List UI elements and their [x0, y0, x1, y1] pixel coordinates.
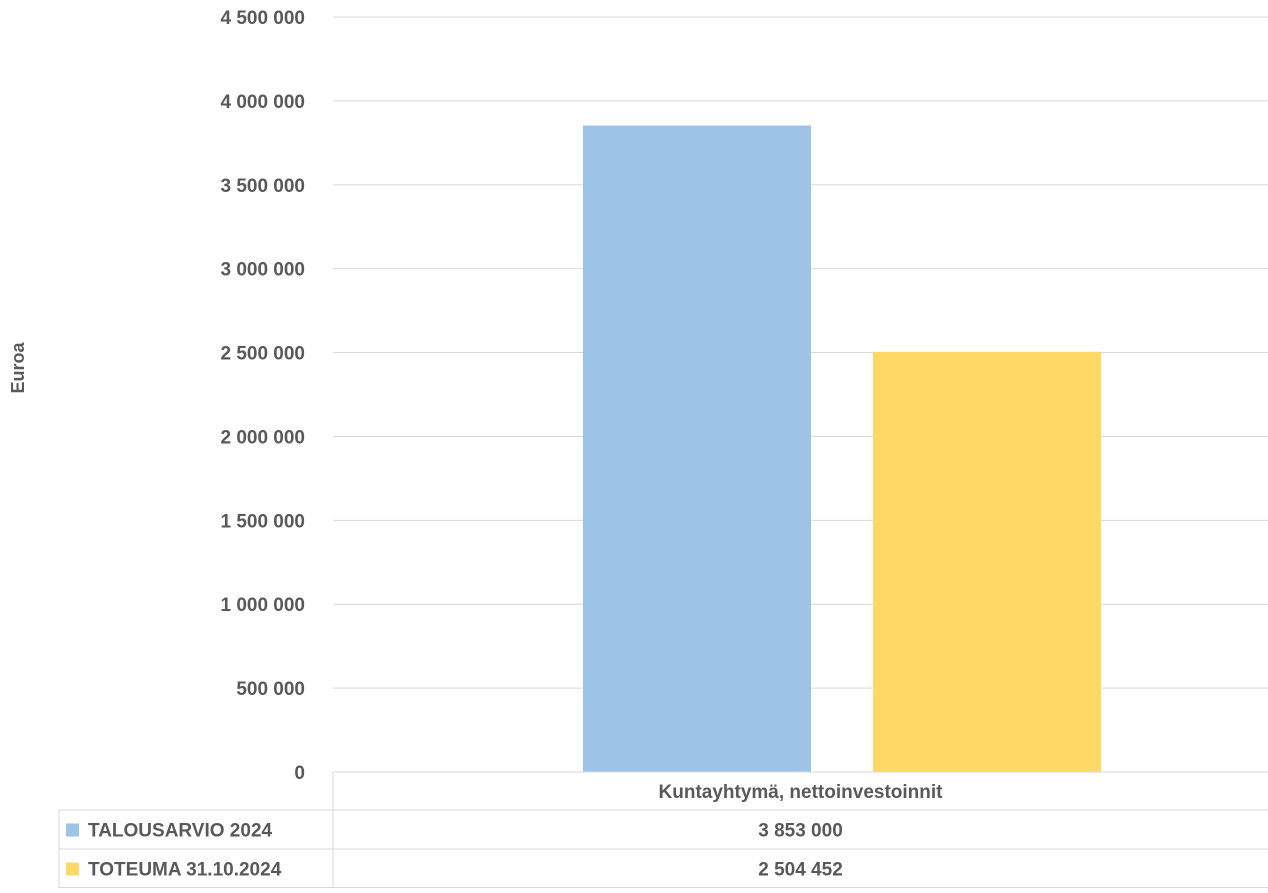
y-tick-label: 3 000 000	[220, 260, 305, 281]
bar-1	[583, 125, 811, 772]
y-tick-label: 0	[294, 763, 305, 784]
y-tick-label: 4 500 000	[220, 8, 305, 29]
bars	[583, 125, 1101, 772]
data-table: Kuntayhtymä, nettoinvestoinnit TALOUSARVI…	[58, 771, 1268, 888]
y-tick-label: 3 500 000	[220, 176, 305, 197]
data-label: 2 504 452	[758, 860, 843, 881]
data-label: 3 853 000	[758, 821, 843, 842]
legend-label: TALOUSARVIO 2024	[88, 821, 273, 842]
y-axis-label: Euroa	[8, 342, 28, 394]
y-tick-label: 2 500 000	[220, 344, 305, 365]
legend-label: TOTEUMA 31.10.2024	[88, 860, 282, 881]
bar-2	[873, 351, 1101, 772]
category-label: Kuntayhtymä, nettoinvestoinnit	[659, 782, 944, 803]
y-tick-label: 2 000 000	[220, 427, 305, 448]
y-tick-label: 1 500 000	[220, 511, 305, 532]
y-tick-label: 1 000 000	[220, 595, 305, 616]
y-tick-label: 4 000 000	[220, 92, 305, 113]
y-tick-label: 500 000	[236, 679, 305, 700]
y-axis-ticks: 0 500 000 1 000 000 1 500 000 2 000 000 2 500…	[220, 8, 305, 784]
legend-swatch	[66, 823, 79, 837]
legend-swatch	[66, 862, 79, 876]
